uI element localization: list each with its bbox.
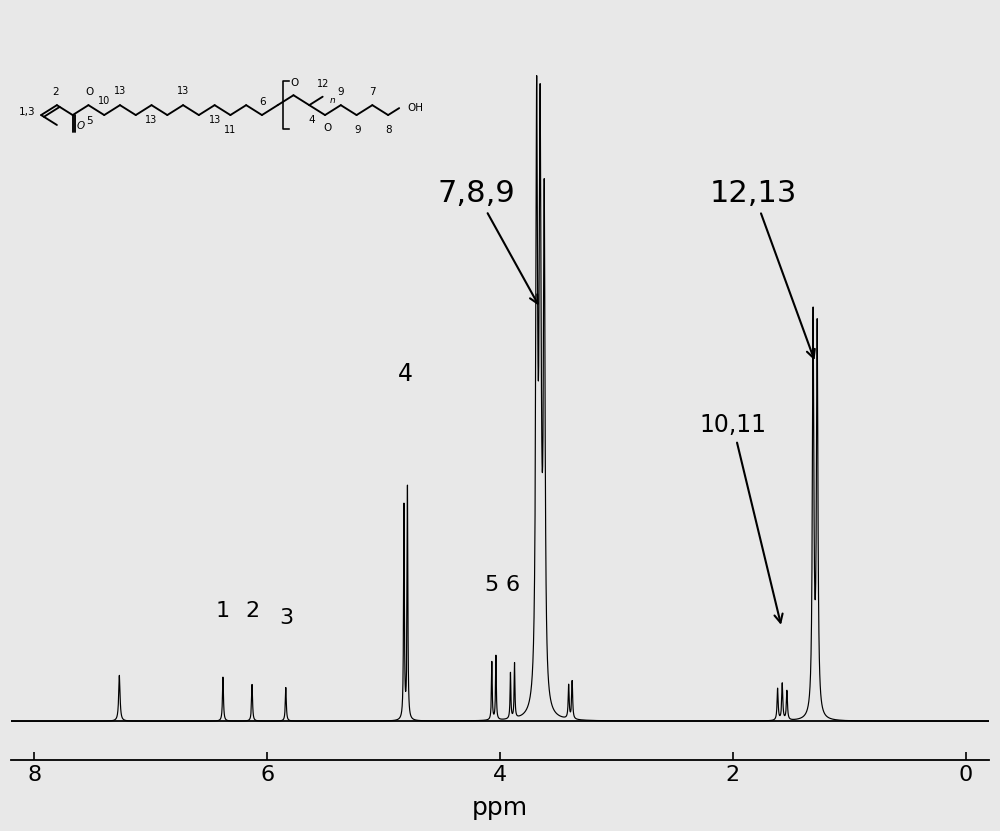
- Text: 2: 2: [245, 601, 259, 621]
- Text: 7,8,9: 7,8,9: [438, 179, 538, 303]
- Text: 10,11: 10,11: [699, 413, 783, 622]
- Text: 12,13: 12,13: [710, 179, 815, 358]
- Text: 5: 5: [484, 575, 498, 595]
- Text: 3: 3: [279, 607, 293, 627]
- Text: 1: 1: [216, 601, 230, 621]
- Text: 4: 4: [398, 361, 413, 386]
- X-axis label: ppm: ppm: [472, 796, 528, 820]
- Text: 6: 6: [506, 575, 520, 595]
